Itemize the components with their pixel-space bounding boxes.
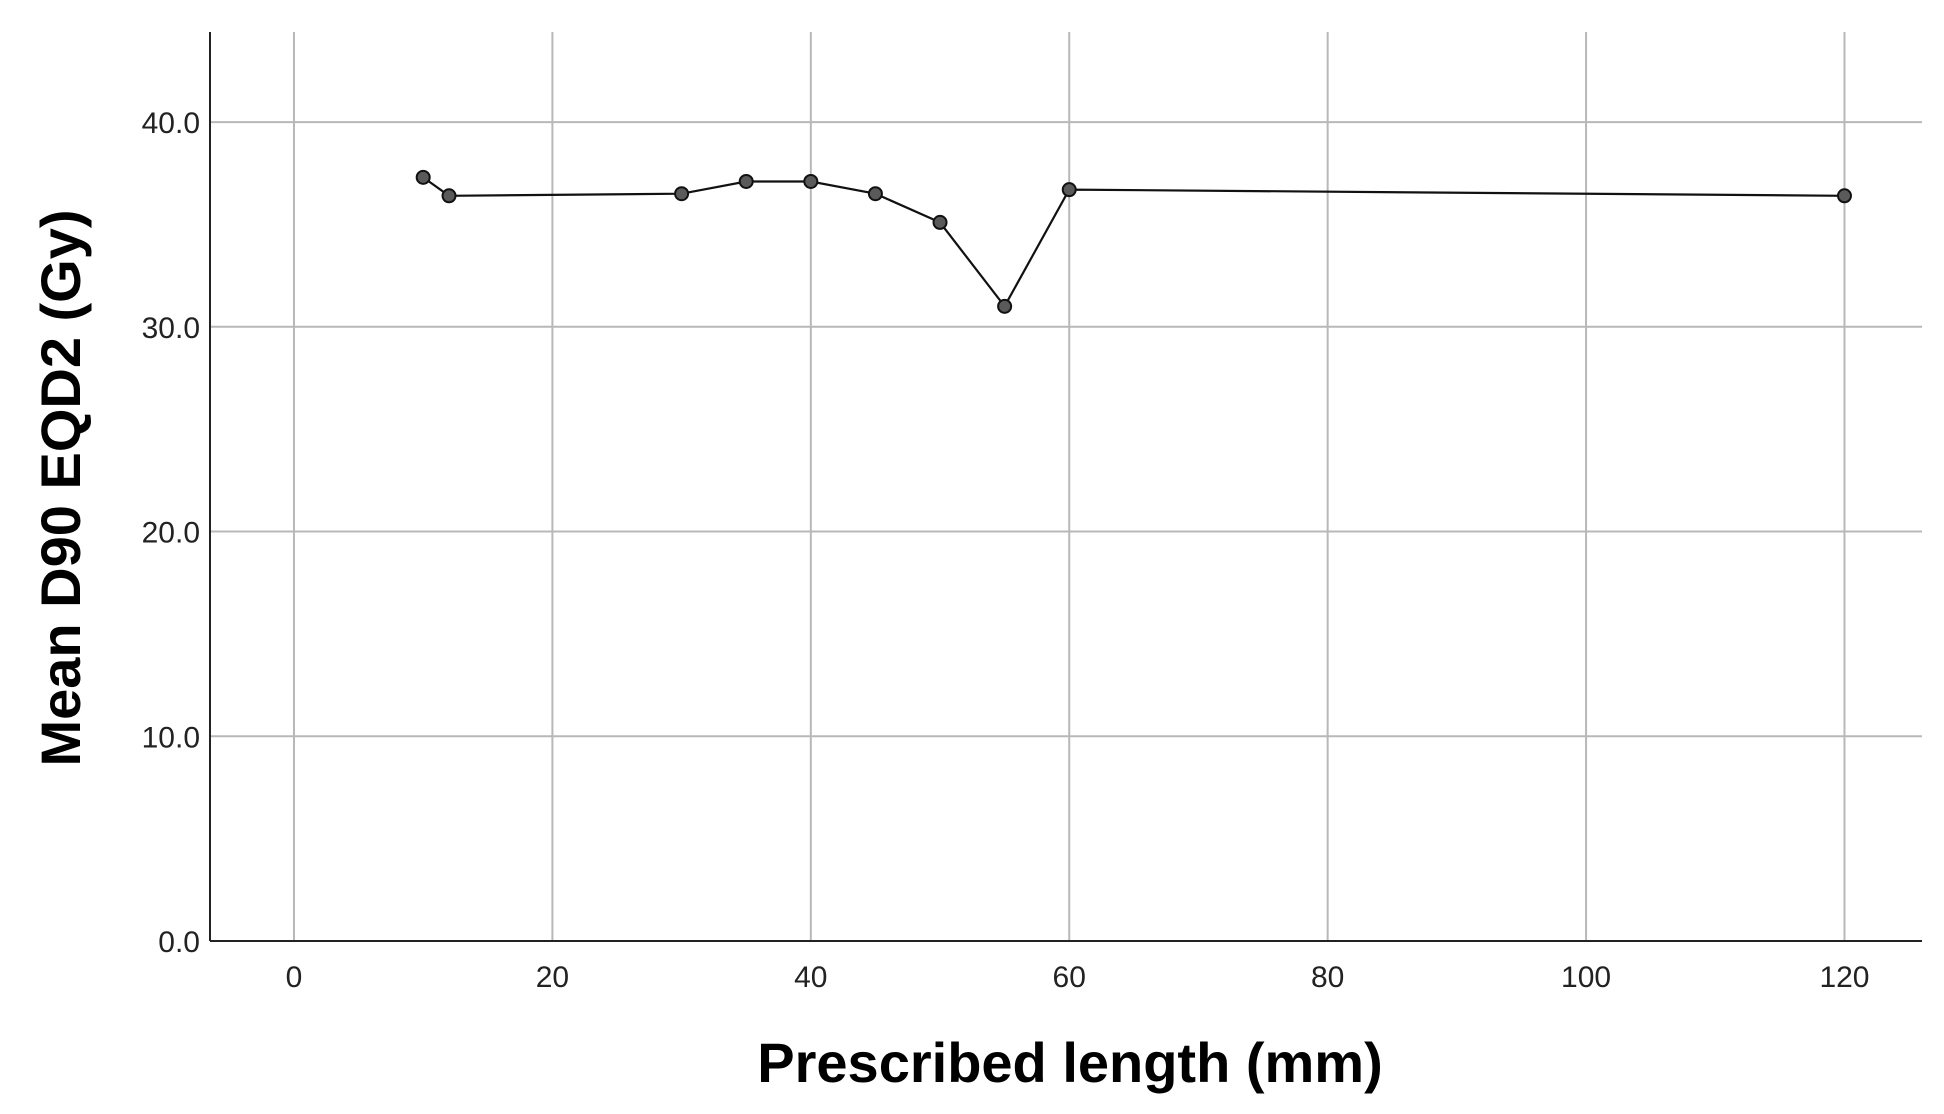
- y-axis-title: Mean D90 EQD2 (Gy): [29, 209, 92, 766]
- data-point: [997, 298, 1013, 314]
- data-point: [674, 186, 690, 202]
- data-point: [867, 186, 883, 202]
- x-tick-label: 80: [1311, 961, 1344, 994]
- x-tick-label: 0: [286, 961, 303, 994]
- y-tick-label: 20.0: [142, 517, 200, 550]
- x-tick-label: 60: [1053, 961, 1086, 994]
- data-series: [415, 169, 1852, 314]
- tick-labels: 0 20 40 60 80 100 120 0.0 10.0 20.0 30.0 40.0: [142, 107, 1870, 994]
- data-point: [1061, 182, 1077, 198]
- data-point: [932, 214, 948, 230]
- x-tick-label: 20: [536, 961, 569, 994]
- data-point: [441, 188, 457, 204]
- x-tick-label: 40: [794, 961, 827, 994]
- series-line: [422, 176, 1845, 309]
- x-tick-label: 120: [1819, 961, 1869, 994]
- data-point: [1836, 188, 1852, 204]
- axes: [209, 32, 1922, 942]
- data-point: [738, 173, 754, 189]
- data-point: [803, 173, 819, 189]
- y-tick-label: 40.0: [142, 107, 200, 140]
- x-tick-label: 100: [1561, 961, 1611, 994]
- y-tick-label: 30.0: [142, 312, 200, 345]
- y-tick-label: 10.0: [142, 721, 200, 754]
- data-point: [415, 169, 431, 185]
- grid: [210, 32, 1922, 941]
- x-axis-title: Prescribed length (mm): [757, 1031, 1382, 1094]
- y-tick-label: 0.0: [158, 926, 200, 959]
